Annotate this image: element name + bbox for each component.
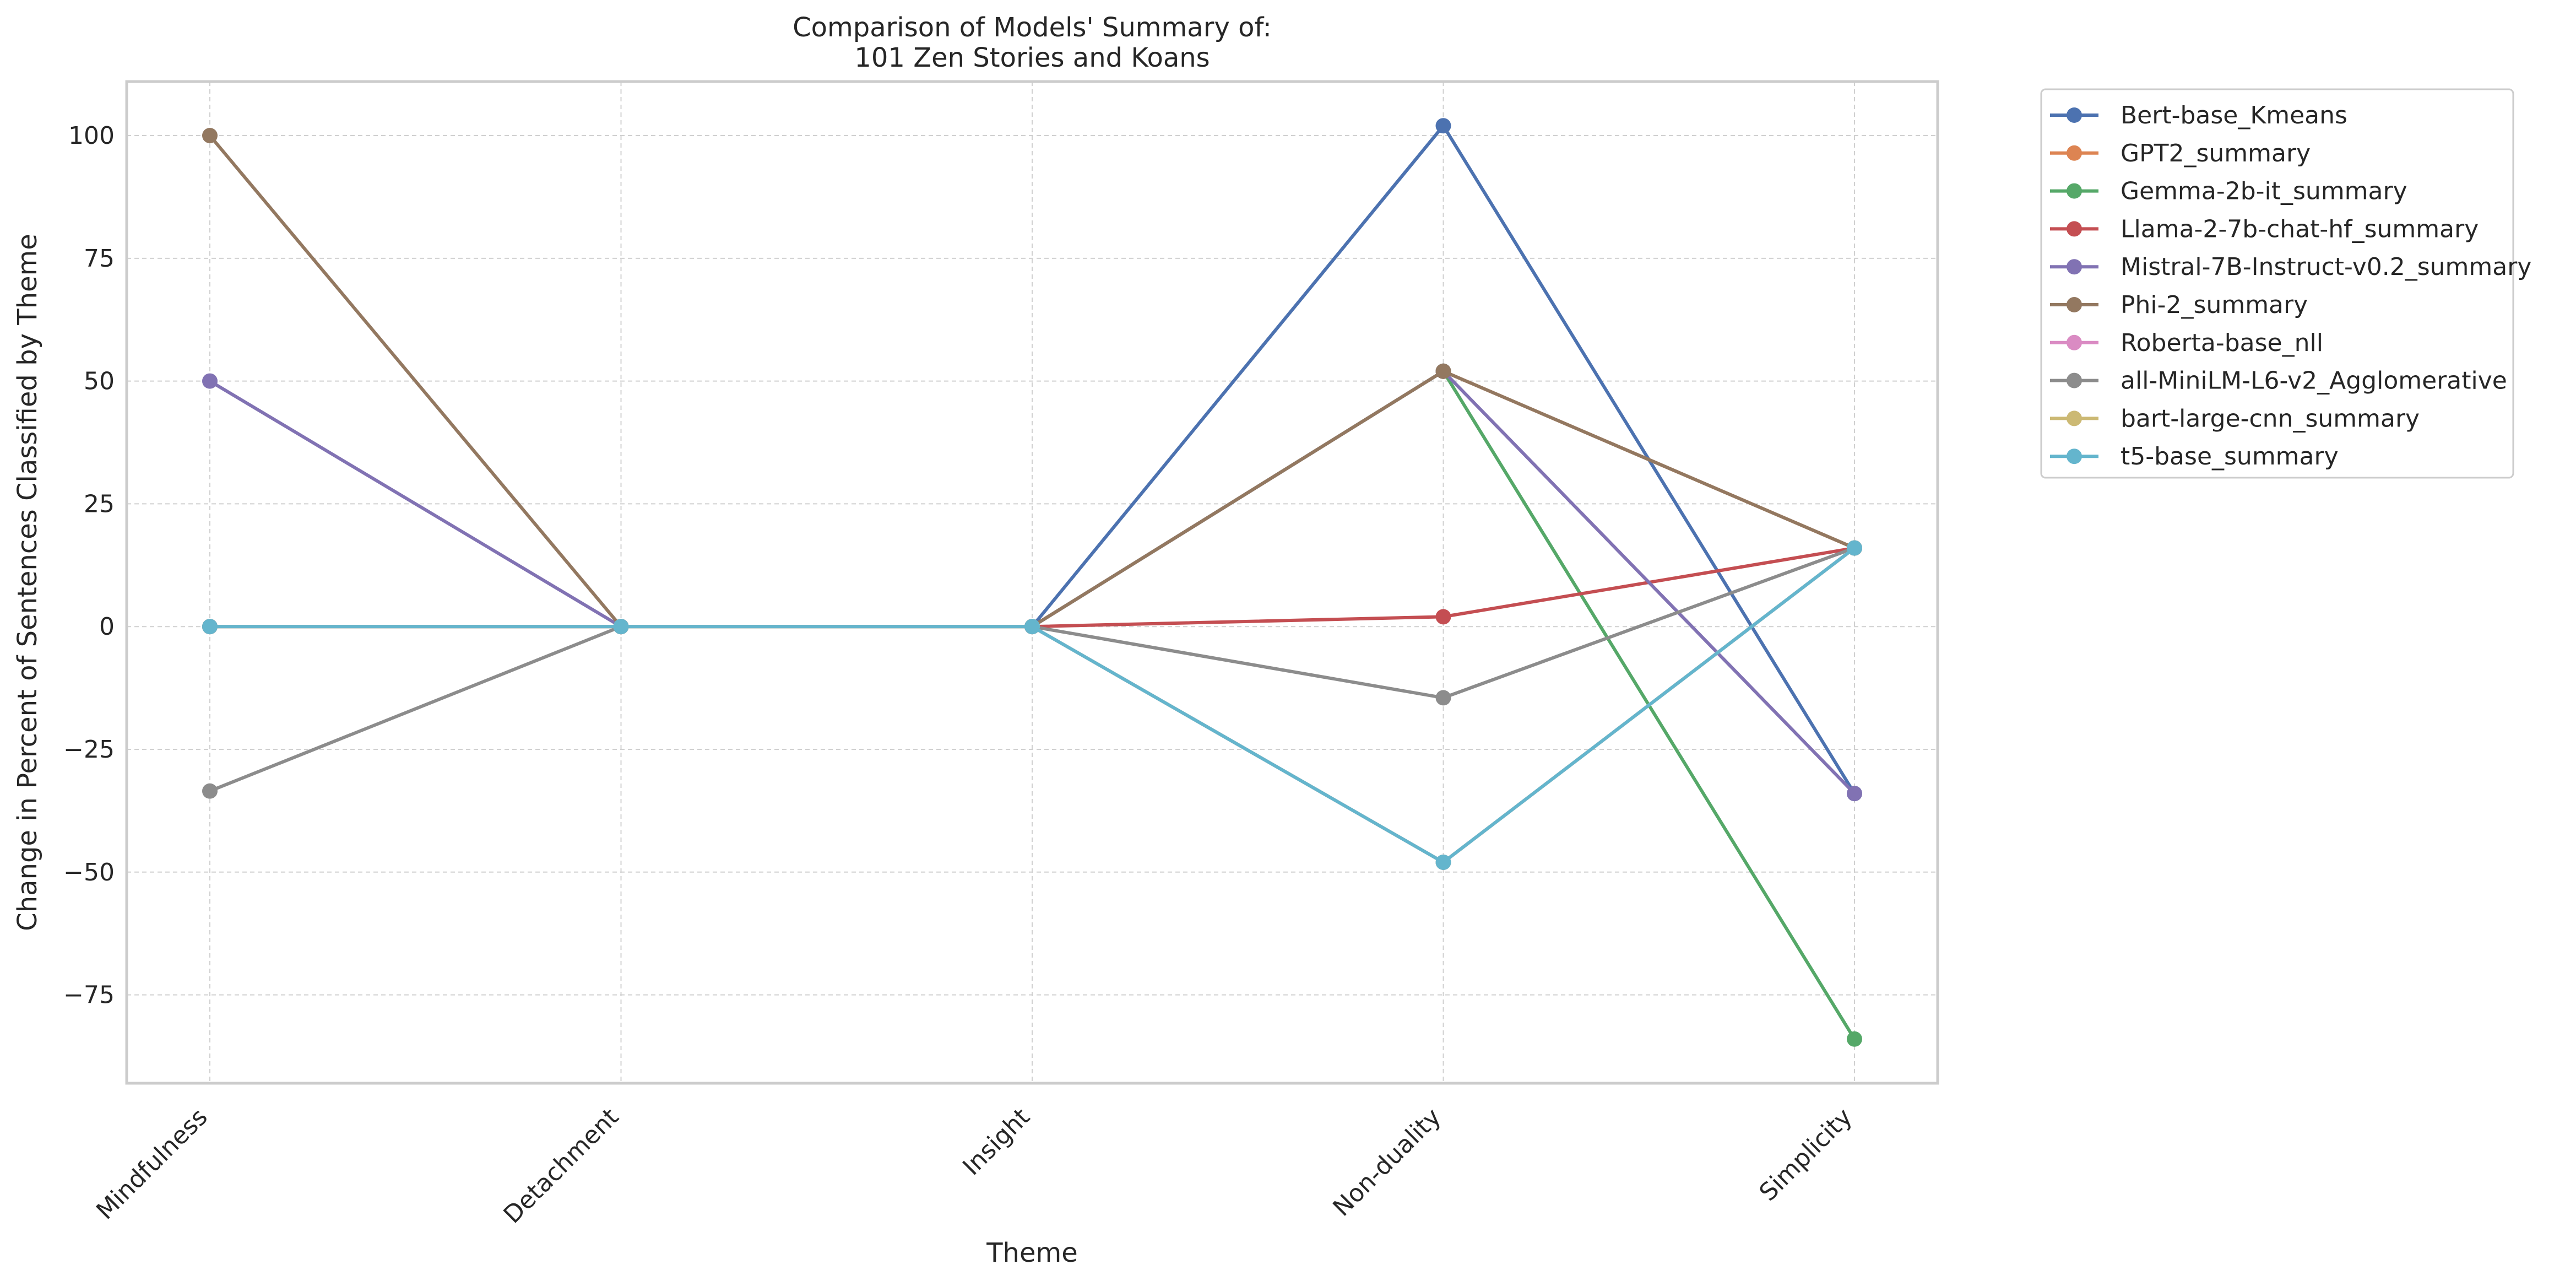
y-tick-label: −75 (63, 981, 115, 1009)
legend-item: t5-base_summary (2050, 442, 2339, 471)
chart-subtitle: 101 Zen Stories and Koans (854, 42, 1210, 73)
y-tick-label: 50 (84, 368, 115, 396)
legend-item: GPT2_summary (2050, 139, 2311, 167)
legend-marker (2067, 410, 2082, 426)
legend-label: GPT2_summary (2121, 139, 2311, 167)
legend-label: Phi-2_summary (2121, 291, 2308, 319)
legend-label: Llama-2-7b-chat-hf_summary (2121, 215, 2479, 243)
data-point (1435, 854, 1451, 870)
y-tick-label: 25 (84, 490, 115, 518)
series (202, 540, 1862, 870)
legend-frame (2040, 88, 2514, 479)
legend-label: Roberta-base_nll (2121, 329, 2323, 357)
data-point (202, 783, 218, 799)
data-point (1435, 118, 1451, 134)
data-point (1435, 363, 1451, 379)
legend-marker (2067, 221, 2082, 237)
legend-label: bart-large-cnn_summary (2121, 404, 2420, 433)
data-point (613, 619, 629, 635)
data-point (1847, 786, 1862, 802)
legend-label: Mistral-7B-Instruct-v0.2_summary (2121, 253, 2531, 281)
y-tick-label: −25 (63, 736, 115, 764)
legend-marker (2067, 107, 2082, 123)
legend-marker (2067, 183, 2082, 199)
x-axis-label: Theme (986, 1238, 1078, 1268)
legend-item: all-MiniLM-L6-v2_Agglomerative (2050, 367, 2507, 395)
chart-title: Comparison of Models' Summary of: (793, 12, 1272, 43)
legend-item: Bert-base_Kmeans (2050, 101, 2347, 129)
series-lines (202, 118, 1862, 1047)
legend-item: bart-large-cnn_summary (2050, 404, 2420, 433)
y-tick-label: 0 (99, 613, 115, 641)
data-point (202, 373, 218, 389)
legend-item: Gemma-2b-it_summary (2050, 177, 2407, 206)
legend-marker (2067, 449, 2082, 464)
legend-marker (2067, 145, 2082, 161)
y-tick-label: 75 (84, 245, 115, 273)
data-point (1024, 619, 1040, 635)
legend-label: all-MiniLM-L6-v2_Agglomerative (2121, 367, 2507, 395)
data-point (1435, 609, 1451, 625)
data-point (202, 128, 218, 144)
legend-marker (2067, 372, 2082, 388)
legend-marker (2067, 259, 2082, 275)
data-point (1847, 1031, 1862, 1047)
legend-marker (2067, 334, 2082, 350)
y-axis-label: Change in Percent of Sentences Classifie… (12, 234, 43, 931)
y-tick-label: −50 (63, 858, 115, 887)
y-tick-labels: −75 −50 −25 0 25 50 75 100 (63, 122, 115, 1009)
legend-marker (2067, 297, 2082, 312)
legend-item: Phi-2_summary (2050, 291, 2308, 319)
plot-frame (125, 80, 1939, 1085)
legend-item: Roberta-base_nll (2050, 329, 2323, 357)
data-point (1847, 540, 1862, 556)
legend: Bert-base_Kmeans GPT2_summary Gemma-2b-it_… (2040, 88, 2531, 479)
legend-label: Gemma-2b-it_summary (2121, 177, 2407, 206)
legend-item: Mistral-7B-Instruct-v0.2_summary (2050, 253, 2531, 281)
legend-label: t5-base_summary (2121, 442, 2339, 471)
y-tick-label: 100 (68, 122, 115, 150)
data-point (202, 619, 218, 635)
data-point (1435, 690, 1451, 706)
legend-item: Llama-2-7b-chat-hf_summary (2050, 215, 2479, 243)
legend-label: Bert-base_Kmeans (2121, 101, 2347, 129)
